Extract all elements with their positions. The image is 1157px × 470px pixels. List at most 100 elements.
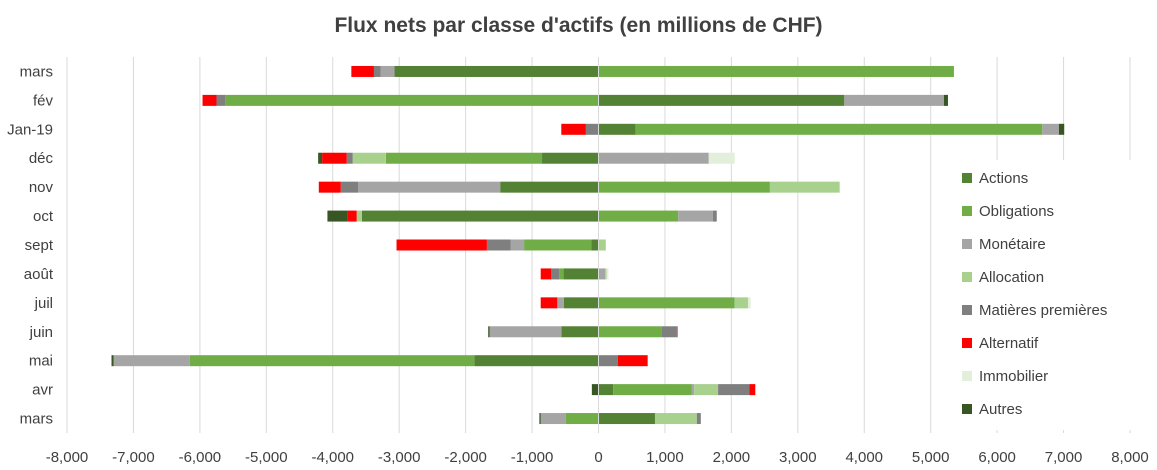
legend-label: Actions [979, 170, 1028, 187]
bar-segment [394, 65, 599, 77]
bar-segment [769, 181, 840, 193]
x-tick-label: 4,000 [845, 449, 883, 466]
bar-segment [654, 413, 697, 425]
chart-title: Flux nets par classe d'actifs (en millio… [334, 14, 823, 37]
x-tick-label: 2,000 [713, 449, 751, 466]
bar-segment [551, 268, 560, 280]
bar-segment [591, 239, 599, 251]
y-tick-label: mai [29, 353, 53, 370]
bar-segment [598, 355, 618, 367]
y-tick-label: juil [34, 295, 53, 312]
x-tick-label: -4,000 [311, 449, 354, 466]
x-tick-label: 5,000 [912, 449, 950, 466]
bar-segment [606, 268, 609, 280]
legend-swatch [962, 338, 972, 348]
legend-label: Immobilier [979, 368, 1048, 385]
bar-segment [613, 384, 692, 396]
legend-label: Autres [979, 401, 1022, 418]
legend-label: Obligations [979, 203, 1054, 220]
bar-segment [598, 123, 636, 135]
bar-segment [718, 384, 750, 396]
y-tick-label: mars [20, 63, 53, 80]
bar-segment [486, 239, 511, 251]
y-tick-label: août [24, 266, 54, 283]
bar-segment [202, 94, 217, 106]
bar-segment [189, 355, 475, 367]
bar-segment [111, 355, 114, 367]
bar-segment [500, 181, 599, 193]
legend-swatch [962, 206, 972, 216]
bar-segment [565, 413, 599, 425]
x-tick-label: 1,000 [646, 449, 684, 466]
bar-segment [216, 94, 226, 106]
legend-swatch [962, 404, 972, 414]
bar-segment [661, 326, 677, 338]
bar-segment [734, 297, 748, 309]
bar-segment [356, 210, 362, 222]
bar-segment [396, 239, 487, 251]
legend-swatch [962, 272, 972, 282]
bar-segment [225, 94, 599, 106]
x-tick-label: -7,000 [112, 449, 155, 466]
legend-swatch [962, 305, 972, 315]
legend-swatch [962, 173, 972, 183]
y-tick-label: avr [32, 382, 53, 399]
bar-segment [691, 384, 695, 396]
bar-segment [598, 152, 709, 164]
y-tick-label: fév [33, 92, 54, 109]
bar-segment [696, 413, 701, 425]
y-tick-label: mars [20, 411, 53, 428]
x-tick-label: -8,000 [46, 449, 89, 466]
x-tick-label: 6,000 [978, 449, 1016, 466]
y-tick-label: juin [29, 324, 53, 341]
bar-segment [557, 297, 564, 309]
bar-segment [340, 181, 358, 193]
bar-segment [351, 65, 374, 77]
bar-segment [361, 210, 599, 222]
bar-segment [1042, 123, 1059, 135]
bar-segment [559, 268, 564, 280]
x-tick-label: 3,000 [779, 449, 817, 466]
bar-segment [598, 297, 735, 309]
bar-segment [540, 268, 552, 280]
x-tick-label: 0 [594, 449, 602, 466]
bar-segment [322, 152, 347, 164]
bar-segment [712, 210, 717, 222]
bar-segment [1058, 123, 1065, 135]
bar-segment [598, 268, 606, 280]
bar-segment [474, 355, 599, 367]
bar-segment [113, 355, 190, 367]
legend-label: Allocation [979, 269, 1044, 286]
bar-segment [318, 152, 323, 164]
y-tick-label: Jan-19 [7, 121, 53, 138]
x-tick-label: -5,000 [245, 449, 288, 466]
bar-segment [844, 94, 944, 106]
bar-segment [598, 65, 954, 77]
legend-background [935, 160, 1133, 430]
bar-segment [561, 123, 586, 135]
bar-segment [598, 384, 614, 396]
bar-segment [489, 326, 562, 338]
bar-segment [540, 413, 566, 425]
bar-segment [524, 239, 592, 251]
y-tick-label: déc [29, 150, 54, 167]
bar-segment [540, 297, 558, 309]
bar-segment [591, 384, 599, 396]
x-tick-label: -2,000 [444, 449, 487, 466]
legend-swatch [962, 239, 972, 249]
bar-segment [357, 181, 501, 193]
bar-segment [563, 268, 599, 280]
bar-segment [380, 65, 395, 77]
bar-segment [635, 123, 1043, 135]
x-tick-label: 8,000 [1111, 449, 1149, 466]
bar-segment [749, 384, 756, 396]
bar-segment [318, 181, 341, 193]
bar-segment [373, 65, 381, 77]
bar-segment [346, 152, 353, 164]
bar-segment [539, 413, 541, 425]
bar-segment [598, 326, 662, 338]
x-tick-label: 7,000 [1045, 449, 1083, 466]
bar-segment [598, 210, 679, 222]
